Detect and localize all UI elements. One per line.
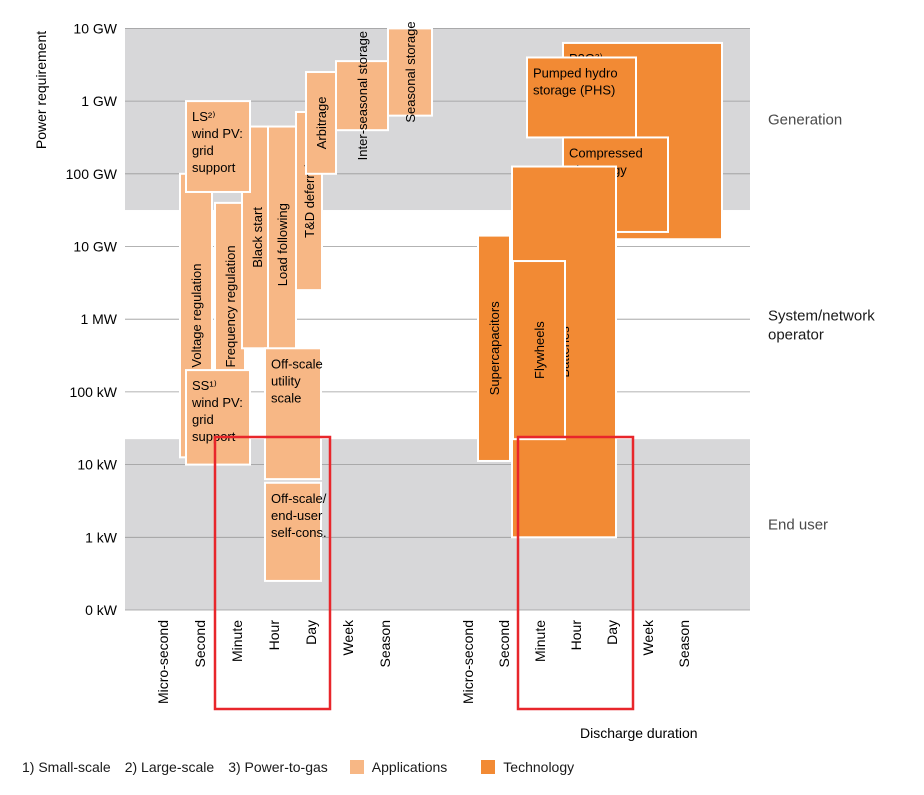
x-tick-label-right: Week xyxy=(640,619,656,656)
application-box-8 xyxy=(185,100,251,193)
application-box-5-label: Arbitrage xyxy=(314,97,329,150)
y-tick-label: 10 kW xyxy=(77,457,117,473)
application-box-8-label: grid xyxy=(192,143,214,158)
technology-box-4 xyxy=(512,260,566,441)
y-tick-label: 10 GW xyxy=(73,239,117,255)
x-tick-label-right: Micro-second xyxy=(460,620,476,704)
technology-box-0-label: storage (PHS) xyxy=(533,82,615,97)
application-box-10-label: utility xyxy=(271,373,301,388)
y-tick-label: 1 MW xyxy=(80,311,117,327)
application-box-10-label: scale xyxy=(271,390,301,405)
x-tick-label-right: Day xyxy=(604,620,620,645)
y-tick-label: 10 GW xyxy=(73,20,117,36)
band-label: operator xyxy=(768,327,824,344)
application-box-9-label: wind PV: xyxy=(191,395,243,410)
highlight-left xyxy=(213,435,332,711)
box-layer: Voltage regulation Frequency regulation Bl… xyxy=(179,21,723,582)
application-box-11 xyxy=(264,481,322,582)
x-tick-label-left: Season xyxy=(377,620,393,667)
technology-box-3-label: Supercapacitors xyxy=(487,301,502,395)
application-box-10-label: Off-scale xyxy=(271,356,323,371)
application-box-2-label: Black start xyxy=(250,207,265,268)
label-layer: Generation System/network operator End user… xyxy=(33,20,875,741)
y-tick-label: 0 kW xyxy=(85,602,118,618)
x-tick-label-left: Second xyxy=(192,620,208,667)
technology-box-1-label: Compressed xyxy=(569,145,643,160)
x-tick-label-right: Season xyxy=(676,620,692,667)
x-tick-label-right: Hour xyxy=(568,620,584,651)
x-tick-label-left: Minute xyxy=(229,620,245,662)
band-label: End user xyxy=(768,517,828,534)
technology-box-3 xyxy=(477,234,511,462)
technology-box-0-label: Pumped hydro xyxy=(533,65,618,80)
application-box-6-label: Inter-seasonal storage xyxy=(355,31,370,160)
application-box-9 xyxy=(185,369,251,466)
application-box-4-label: T&D deferral xyxy=(302,164,317,238)
application-box-11-label: end-user xyxy=(271,508,323,523)
legend: 1) Small-scale 2) Large-scale 3) Power-t… xyxy=(22,756,574,778)
application-box-1-label: Frequency regulation xyxy=(223,245,238,367)
y-axis-label: Power requirement xyxy=(33,31,49,149)
x-tick-label-left: Micro-second xyxy=(155,620,171,704)
legend-label-applications: Applications xyxy=(371,759,448,775)
legend-swatch-applications xyxy=(349,760,364,774)
x-tick-label-right: Minute xyxy=(532,620,548,662)
application-box-8-label: wind PV: xyxy=(191,126,243,141)
legend-label-technology: Technology xyxy=(503,759,575,775)
x-tick-label-left: Day xyxy=(303,620,319,645)
legend-note-2: 2) Large-scale xyxy=(124,759,215,775)
application-box-8-label: support xyxy=(192,160,236,175)
legend-note-3: 3) Power-to-gas xyxy=(228,759,328,775)
technology-box-0 xyxy=(526,56,637,139)
technology-box-4-label: Flywheels xyxy=(532,321,547,379)
highlight-right xyxy=(516,435,635,711)
x-axis-label: Discharge duration xyxy=(580,725,698,741)
application-box-7-label: Seasonal storage xyxy=(403,21,418,122)
application-box-0-label: Voltage regulation xyxy=(189,264,204,368)
band-2 xyxy=(125,439,750,610)
application-box-3 xyxy=(267,125,297,364)
application-box-10 xyxy=(264,347,322,481)
y-tick-label: 100 GW xyxy=(66,166,118,182)
application-box-3-label: Load following xyxy=(275,203,290,286)
application-box-5 xyxy=(305,71,337,175)
band-label: Generation xyxy=(768,111,842,128)
x-tick-label-right: Second xyxy=(496,620,512,667)
y-tick-label: 1 GW xyxy=(81,93,118,109)
legend-note-1: 1) Small-scale xyxy=(22,759,111,775)
y-tick-label: 100 kW xyxy=(70,384,118,400)
application-box-11-label: Off-scale/ xyxy=(271,491,327,506)
application-box-11-label: self-cons. xyxy=(271,525,327,540)
application-box-7 xyxy=(387,27,433,117)
band-label: System/network xyxy=(768,308,875,325)
application-box-9-label: SS¹⁾ xyxy=(192,378,217,393)
x-tick-label-left: Week xyxy=(340,619,356,656)
application-box-8-label: LS²⁾ xyxy=(192,109,215,124)
x-tick-label-left: Hour xyxy=(266,620,282,651)
application-box-9-label: grid xyxy=(192,412,214,427)
y-tick-label: 1 kW xyxy=(85,529,118,545)
highlight-layer xyxy=(213,435,635,711)
legend-swatch-technology xyxy=(481,760,496,774)
